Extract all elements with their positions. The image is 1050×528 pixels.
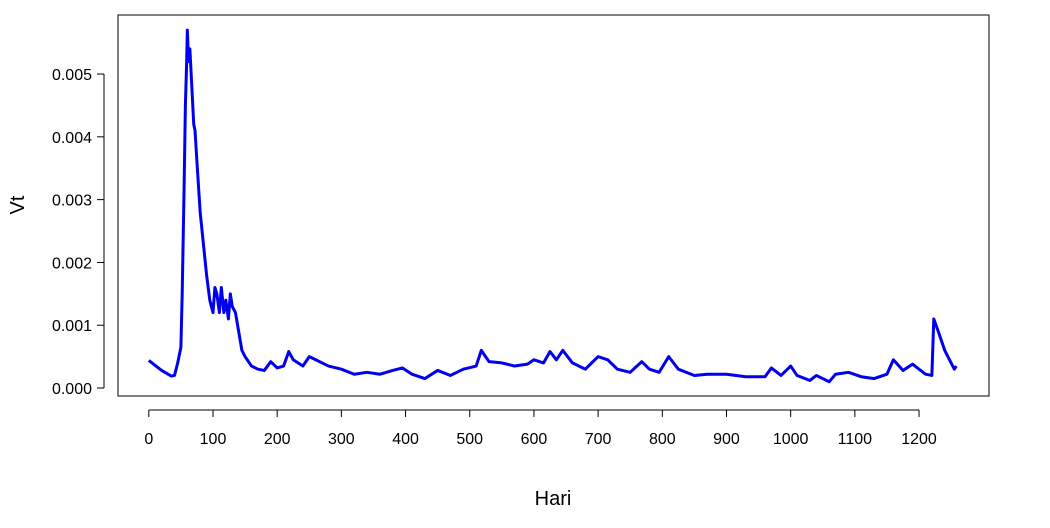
y-tick-label: 0.002 [52,255,92,272]
x-tick-label: 1200 [901,431,937,448]
x-tick-label: 600 [521,431,548,448]
y-tick-label: 0.005 [52,67,92,84]
x-tick-label: 800 [649,431,676,448]
x-tick-label: 500 [456,431,483,448]
x-tick-label: 900 [713,431,740,448]
y-tick-label: 0.003 [52,193,92,210]
x-tick-label: 100 [200,431,227,448]
data-line [147,28,958,384]
x-tick-label: 400 [392,431,419,448]
x-tick-label: 200 [264,431,291,448]
x-tick-label: 1100 [838,431,873,448]
y-axis-label: Vt [7,195,29,214]
x-tick-label: 700 [585,431,612,448]
y-tick-label: 0.001 [52,318,92,335]
plot-frame [117,14,990,397]
x-tick-label: 1000 [773,431,809,448]
x-tick-label: 0 [144,431,153,448]
x-axis-label: Hari [535,488,572,510]
x-tick-label: 300 [328,431,355,448]
y-tick-label: 0.000 [52,381,92,398]
y-tick-label: 0.004 [52,130,92,147]
